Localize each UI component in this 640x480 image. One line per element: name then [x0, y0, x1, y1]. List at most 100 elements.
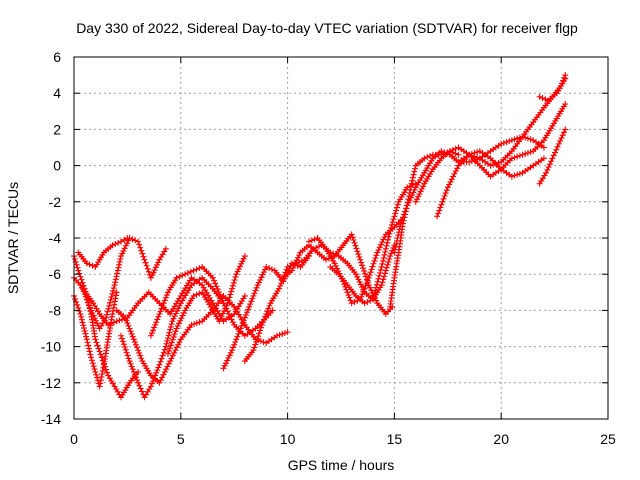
- data-point: [418, 185, 425, 192]
- data-point: [78, 316, 85, 323]
- data-point: [398, 217, 405, 224]
- data-point: [258, 321, 265, 328]
- data-point: [137, 385, 144, 392]
- data-point: [92, 317, 99, 324]
- data-point: [112, 241, 119, 248]
- data-point: [97, 377, 104, 384]
- data-point: [266, 302, 273, 309]
- data-point: [553, 146, 560, 153]
- data-point: [401, 211, 408, 218]
- data-point: [130, 368, 137, 375]
- data-point: [92, 336, 99, 343]
- data-point: [85, 342, 92, 349]
- data-point: [155, 259, 162, 266]
- y-tick-label: 6: [53, 49, 61, 65]
- data-point: [514, 171, 521, 178]
- data-point: [351, 298, 358, 305]
- data-point: [373, 252, 380, 259]
- data-point: [397, 220, 404, 227]
- data-point: [142, 259, 149, 266]
- y-tick-label: -4: [49, 230, 62, 246]
- data-point: [167, 358, 174, 365]
- data-point: [376, 272, 383, 279]
- data-point: [411, 186, 418, 193]
- series-arc-3: [71, 289, 120, 390]
- data-point: [138, 388, 145, 395]
- series-line: [116, 294, 288, 384]
- data-point: [79, 285, 86, 292]
- data-point: [129, 333, 136, 340]
- data-point: [562, 126, 569, 133]
- data-point: [557, 137, 564, 144]
- data-point: [549, 155, 556, 162]
- data-point: [416, 191, 423, 198]
- data-point: [441, 193, 448, 200]
- data-point: [393, 240, 400, 247]
- data-point: [188, 321, 195, 328]
- data-point: [221, 362, 228, 369]
- data-point: [112, 276, 119, 283]
- data-point: [196, 265, 203, 272]
- data-point: [150, 327, 157, 334]
- data-point: [354, 248, 361, 255]
- data-point: [160, 371, 167, 378]
- data-point: [165, 360, 172, 367]
- data-point: [128, 363, 135, 370]
- data-point: [159, 352, 166, 359]
- data-point: [121, 344, 128, 351]
- data-point: [152, 264, 159, 271]
- data-point: [257, 276, 264, 283]
- data-point: [264, 308, 271, 315]
- data-point: [250, 292, 257, 299]
- y-tick-label: -8: [49, 302, 62, 318]
- data-point: [393, 204, 400, 211]
- data-point: [164, 350, 171, 357]
- data-point: [109, 290, 116, 297]
- data-point: [232, 274, 239, 281]
- data-point: [255, 279, 262, 286]
- data-point: [117, 332, 124, 339]
- data-point: [356, 253, 363, 260]
- data-point: [409, 174, 416, 181]
- data-point: [392, 210, 399, 217]
- series-arc-6: [113, 292, 291, 386]
- data-point: [89, 360, 96, 367]
- data-point: [374, 278, 381, 285]
- data-point: [187, 268, 194, 275]
- data-point: [95, 345, 102, 352]
- data-point: [115, 239, 122, 246]
- data-point: [87, 304, 94, 311]
- data-point: [294, 254, 301, 261]
- data-point: [132, 374, 139, 381]
- data-point: [215, 288, 222, 295]
- data-point: [355, 276, 362, 283]
- data-point: [219, 297, 226, 304]
- data-point: [371, 290, 378, 297]
- data-point: [171, 331, 178, 338]
- data-point: [89, 309, 96, 316]
- data-point: [131, 371, 138, 378]
- data-point: [381, 251, 388, 258]
- data-point: [379, 260, 386, 267]
- data-point: [218, 313, 225, 320]
- y-tick-label: -6: [49, 266, 62, 282]
- data-point: [231, 341, 238, 348]
- data-point: [404, 202, 411, 209]
- data-point: [85, 301, 92, 308]
- data-point: [252, 341, 259, 348]
- data-point: [151, 267, 158, 274]
- data-point: [76, 270, 83, 277]
- data-point: [409, 192, 416, 199]
- data-point: [87, 351, 94, 358]
- data-point: [154, 367, 161, 374]
- data-point: [238, 322, 245, 329]
- data-point: [156, 311, 163, 318]
- data-point: [241, 253, 248, 260]
- data-point: [120, 341, 127, 348]
- data-point: [135, 379, 142, 386]
- data-point: [73, 261, 80, 268]
- data-point: [352, 271, 359, 278]
- data-point: [516, 152, 523, 159]
- data-point: [229, 285, 236, 292]
- data-point: [113, 273, 120, 280]
